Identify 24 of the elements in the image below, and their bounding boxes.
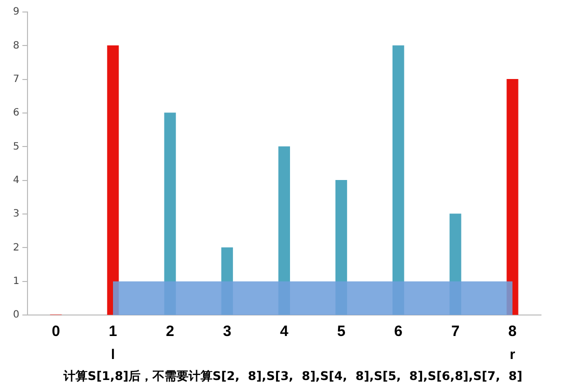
y-tick-label: 1 (12, 276, 20, 287)
text: 计算S[1,8]后，不需要计算S[2, 8],S[3, 8],S[4, 8],S[5, 8],S[6,8],S[7, 8] (62, 369, 522, 383)
x-tick-label: 0 (52, 323, 60, 340)
y-tick-label: 7 (12, 74, 20, 85)
annotation: l (111, 346, 115, 362)
y-tick-label: 5 (12, 141, 20, 152)
annotation: r (510, 346, 516, 362)
y-tick-label: 2 (12, 242, 20, 254)
bar (107, 45, 119, 315)
x-tick-label: 8 (508, 323, 517, 340)
bar (506, 79, 518, 315)
y-tick-label: 3 (12, 208, 20, 220)
x-tick-label: 4 (280, 323, 290, 340)
y-tick-label: 8 (12, 40, 20, 52)
y-tick-label: 0 (12, 310, 20, 321)
x-tick-label: 3 (222, 323, 232, 340)
y-tick-label: 4 (12, 174, 20, 186)
x-tick-label: 2 (166, 323, 174, 340)
y-tick-label: 6 (12, 108, 20, 119)
y-tick-label: 9 (12, 6, 20, 18)
x-tick-label: 5 (337, 323, 346, 340)
x-tick-label: 7 (451, 323, 460, 340)
x-tick-label: 1 (108, 323, 118, 340)
x-tick-label: 6 (394, 323, 402, 340)
